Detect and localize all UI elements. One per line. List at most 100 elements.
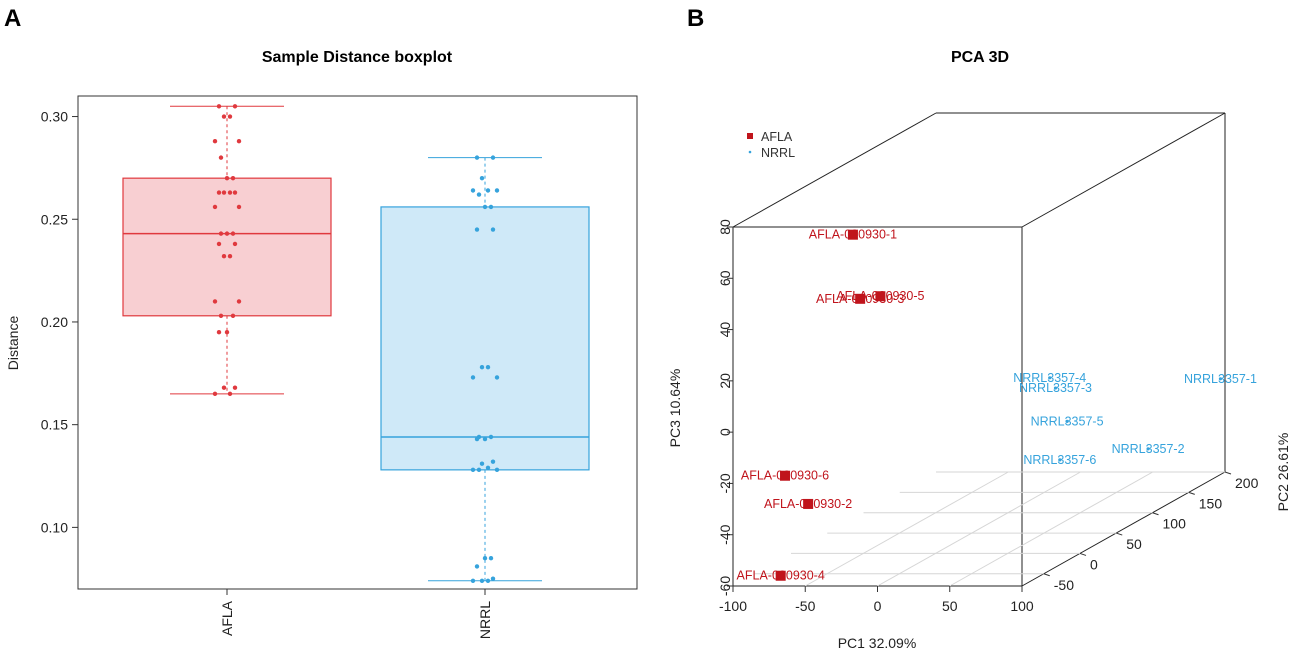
sample-point (230, 231, 236, 236)
boxplot-chart: Distance 0.10 0.15 0.20 0.25 0.30 AFLA NRRL (5, 95, 638, 639)
sample-point (470, 375, 476, 380)
sample-point (221, 385, 227, 390)
pca-y-ticks: -50 0 50 100 150 200 (1043, 471, 1259, 593)
legend-swatch (748, 150, 752, 154)
boxplot-y-axis-label: Distance (5, 316, 21, 371)
sample-point (230, 313, 236, 318)
legend-entry-nrrl: NRRL (748, 146, 795, 160)
pca-z-tick-label: 40 (717, 322, 733, 338)
legend-swatch (747, 133, 753, 139)
pca-point-afla-000930-2: AFLA-000930-2 (764, 497, 852, 511)
point-label: NRRL3357-3 (1019, 381, 1092, 395)
sample-point (488, 434, 494, 440)
pca-x-tick-label: 0 (874, 598, 882, 614)
sample-point (485, 578, 491, 583)
sample-point (236, 299, 242, 304)
boxplot-y-ticks: 0.10 0.15 0.20 0.25 0.30 (41, 109, 78, 535)
sample-point (474, 564, 480, 569)
sample-point (221, 254, 227, 259)
cube-edge (1021, 112, 1226, 228)
legend-entry-afla: AFLA (747, 130, 793, 144)
sample-point (212, 391, 218, 397)
pca-point-nrrl3357-6: NRRL3357-6 (1023, 453, 1096, 467)
pca-point-afla-000930-5: AFLA-000930-5 (836, 289, 924, 303)
point-label: NRRL3357-2 (1112, 442, 1185, 456)
sample-point (476, 467, 482, 473)
pca-z-tick-label: -20 (717, 473, 733, 493)
sample-point (232, 241, 238, 247)
pca-z-ticks: -60 -40 -20 0 20 40 60 80 (717, 219, 733, 596)
point-label: NRRL3357-5 (1031, 414, 1104, 428)
sample-point (232, 104, 238, 109)
pca-y-tick-label: -50 (1054, 577, 1074, 593)
sample-point (485, 364, 491, 370)
point-label: AFLA-000930-4 (737, 569, 825, 583)
nrrl-marker (1053, 386, 1058, 390)
sample-point (227, 254, 233, 259)
pca-x-axis-label: PC1 32.09% (838, 635, 917, 651)
pca-cube (732, 112, 1226, 587)
sample-point (485, 465, 491, 471)
boxplot-x-ticks: AFLA NRRL (219, 589, 493, 639)
pca-floor-grid (754, 471, 1225, 587)
cube-edge (1021, 471, 1226, 587)
sample-point (470, 578, 476, 583)
sample-point (232, 385, 238, 390)
sample-point (482, 436, 488, 442)
afla-marker (875, 291, 886, 302)
pca-point-nrrl3357-2: NRRL3357-2 (1112, 442, 1185, 456)
pca-x-tick-label: 100 (1010, 598, 1034, 614)
sample-point (479, 461, 485, 466)
pca-y-axis-label: PC2 26.61% (1275, 433, 1291, 512)
sample-point (470, 467, 476, 473)
boxplot-y-tick-label: 0.10 (41, 519, 68, 535)
pca-x-tick-label: 50 (942, 598, 958, 614)
pca-legend: AFLA NRRL (747, 130, 795, 160)
afla-marker (775, 570, 786, 581)
pca-x-tick-label: -100 (719, 598, 747, 614)
sample-point (482, 204, 488, 210)
legend-label: AFLA (761, 130, 793, 144)
pca-3d-chart: -100 -50 0 50 100 -50 0 50 100 150 200 -60 -40 -20 0… (667, 112, 1291, 651)
pca-point-nrrl3357-5: NRRL3357-5 (1031, 414, 1104, 428)
panel-b-letter: B (687, 5, 704, 32)
pca-x-tick-label: -50 (795, 598, 815, 614)
point-label: AFLA-000930-1 (809, 228, 897, 242)
sample-point (221, 114, 227, 119)
pca-z-tick-label: 80 (717, 219, 733, 235)
sample-point (490, 459, 496, 464)
pca-point-afla-000930-1: AFLA-000930-1 (809, 228, 897, 242)
sample-point (218, 231, 224, 236)
sample-point (479, 175, 485, 181)
sample-point (236, 138, 242, 144)
pca-points: AFLA-000930-1AFLA-000930-3AFLA-000930-5A… (737, 228, 1257, 583)
pca-point-nrrl3357-1: NRRL3357-1 (1184, 372, 1257, 386)
sample-point (482, 555, 488, 561)
point-label: AFLA-000930-2 (764, 497, 852, 511)
afla-marker (803, 498, 814, 509)
sample-point (236, 204, 242, 210)
pca-z-tick-label: 20 (717, 373, 733, 389)
sample-point (488, 555, 494, 561)
boxplot-y-tick-label: 0.30 (41, 109, 68, 125)
pca-title: PCA 3D (951, 49, 1009, 66)
iqr-box (122, 177, 332, 317)
iqr-box (380, 206, 590, 471)
sample-point (474, 227, 480, 232)
boxplot-y-tick-label: 0.20 (41, 314, 68, 330)
nrrl-marker (1058, 458, 1062, 462)
panel-a-letter: A (4, 5, 21, 32)
nrrl-marker (1065, 419, 1069, 423)
floor-grid-line (805, 471, 1009, 587)
sample-point (494, 188, 500, 193)
pca-point-afla-000930-4: AFLA-000930-4 (737, 569, 825, 583)
nrrl-marker (1146, 447, 1150, 451)
sample-point (485, 188, 491, 193)
sample-point (212, 204, 218, 210)
sample-point (216, 330, 222, 335)
pca-y-tick-mark (1152, 512, 1159, 516)
pca-y-tick-label: 0 (1090, 556, 1098, 572)
sample-point (212, 299, 218, 304)
pca-y-tick-mark (1188, 491, 1195, 495)
